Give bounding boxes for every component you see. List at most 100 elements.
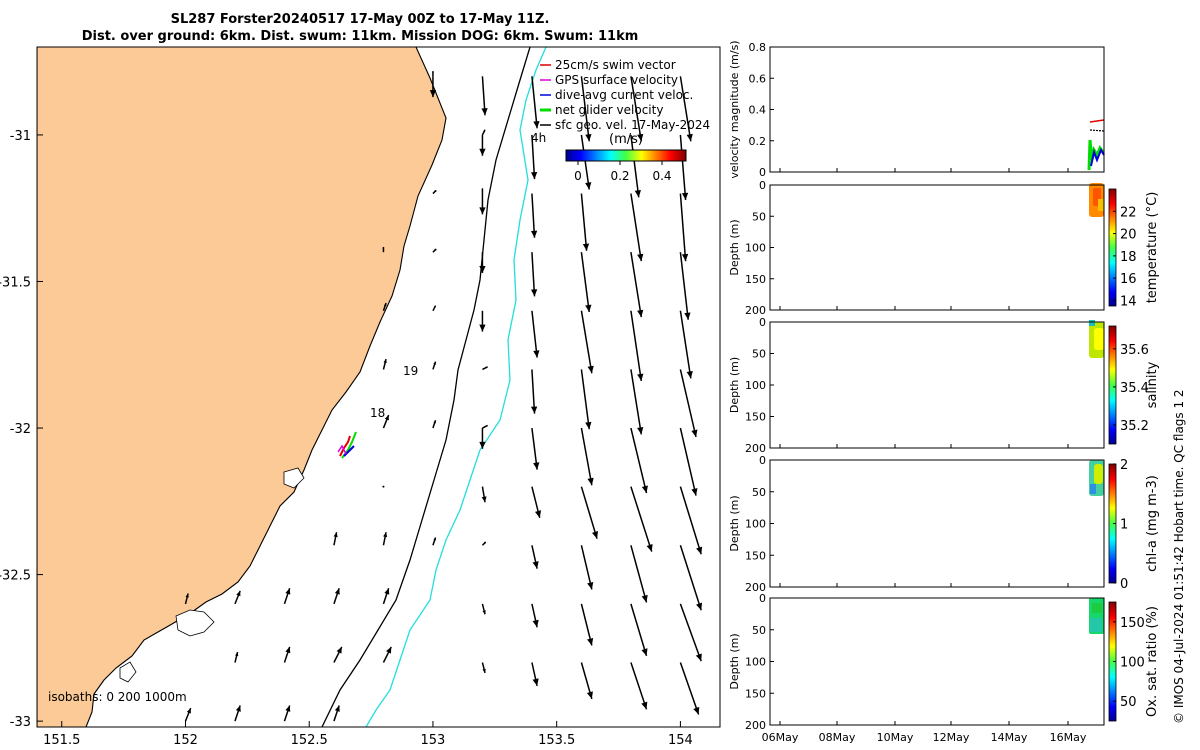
current-vector (679, 76, 693, 142)
current-vector (630, 603, 648, 657)
current-vector (580, 134, 592, 190)
current-vector (184, 707, 192, 722)
panel-x-tick-label: 06May (762, 731, 799, 744)
current-vector (234, 651, 239, 663)
colorbar-tick-label: 100 (1120, 656, 1145, 671)
current-vector (432, 361, 437, 370)
current-vector (580, 76, 592, 142)
isobath-200m (321, 47, 531, 727)
current-vector (580, 486, 599, 539)
panel-y-tick-label: 50 (752, 210, 766, 223)
map-x-tick-label: 153.5 (538, 733, 575, 748)
colorbar-tick-label: 2 (1120, 458, 1128, 473)
lake (283, 467, 305, 489)
panel-y-tick-label: 50 (752, 486, 766, 499)
current-vector (679, 545, 703, 611)
current-vector (333, 646, 343, 663)
current-vector (531, 310, 540, 358)
panel-y-label: Depth (m) (728, 633, 741, 689)
colorbar-tick-label: 35.2 (1120, 419, 1149, 434)
current-vector (630, 134, 641, 198)
panel-y-tick-label: 150 (745, 687, 766, 700)
legend-entry: net glider velocity (555, 103, 663, 117)
current-vector (679, 427, 698, 496)
current-vector (382, 485, 385, 488)
chla-data (1089, 460, 1104, 496)
current-vector (382, 302, 387, 312)
colorbar-tick-label: 35.4 (1120, 381, 1149, 396)
panel-x-tick-label: 14May (991, 731, 1028, 744)
current-vector (630, 369, 644, 435)
current-vector (481, 541, 487, 546)
glider-track (337, 431, 357, 459)
panel-y-label: Depth (m) (728, 219, 741, 275)
land-mass (37, 47, 447, 727)
current-vector (382, 532, 388, 546)
current-vector (679, 310, 693, 379)
legend-entry: 25cm/s swim vector (555, 58, 676, 72)
current-vector (630, 662, 648, 710)
panel-x-tick-label: 10May (877, 731, 914, 744)
map-axes: 151.5 152 152.5 153 153.5 154 -31 -31.5 -32 -32.… (0, 46, 721, 748)
colorbar (1108, 325, 1117, 445)
legend-entry: dive-avg current veloc. (555, 88, 693, 102)
panel-x-tick-label: 16May (1050, 731, 1087, 744)
panel-x-tick-label: 08May (819, 731, 856, 744)
panel-y-tick-label: 50 (752, 348, 766, 361)
colorbar-tick-label: 0 (1120, 577, 1128, 592)
isobath-1000m (365, 47, 547, 727)
colorbar-tick-label: 16 (1120, 272, 1137, 287)
current-vector (679, 134, 689, 200)
panel-y-tick-label: 0.2 (749, 135, 767, 148)
legend-entry: sfc geo. vel. 17-May-2024 (555, 118, 710, 132)
current-vector (382, 246, 385, 253)
current-vector (531, 662, 539, 687)
current-vector (479, 193, 486, 215)
panel-frame (769, 184, 1105, 311)
panel-frame (769, 459, 1105, 588)
map-y-tick-label: -31.5 (0, 275, 31, 290)
panel-y-tick-label: 100 (745, 656, 766, 669)
figure-title-line1: SL287 Forster20240517 17-May 00Z to 17-M… (170, 12, 550, 27)
current-vector (283, 646, 291, 663)
panel-y-tick-label: 0 (759, 166, 766, 179)
current-vector (530, 252, 538, 297)
panel-y-tick-label: 100 (745, 518, 766, 531)
current-vector (531, 76, 540, 129)
current-vector (630, 252, 644, 318)
time-series-panels: 0 0.2 0.4 0.6 0.8 velocity magnitude (m/s) 0 50… (728, 40, 1160, 744)
time-label: 19 (403, 364, 418, 378)
current-vector (679, 486, 703, 555)
salinity-data (1089, 320, 1104, 358)
current-vector (580, 310, 594, 374)
panel-y-tick-label: 150 (745, 411, 766, 424)
panel-y-tick-label: 200 (745, 442, 766, 455)
panel-y-tick-label: 200 (745, 304, 766, 317)
current-vector (679, 603, 702, 662)
panel-y-tick-label: 200 (745, 581, 766, 594)
temperature-data (1089, 183, 1104, 217)
current-vector (530, 369, 538, 414)
current-vector (333, 705, 340, 722)
current-vector (432, 537, 437, 546)
current-vector (580, 369, 592, 430)
current-vector (630, 427, 648, 494)
current-vector (679, 662, 700, 715)
current-vector (481, 603, 486, 615)
map-x-tick-label: 152 (173, 733, 198, 748)
panel-y-label: velocity magnitude (m/s) (728, 40, 741, 178)
colorbar-tick-label: 50 (1120, 695, 1137, 710)
current-vector (482, 366, 488, 371)
colorbar-label: chl-a (mg m-3) (1145, 475, 1160, 572)
panel-y-tick-label: 100 (745, 379, 766, 392)
colorbar (1108, 188, 1117, 307)
current-vector (479, 310, 486, 332)
current-vector (482, 424, 488, 429)
current-vector (283, 588, 291, 605)
current-vector (580, 662, 593, 700)
current-vector (580, 252, 592, 313)
current-vector (432, 248, 437, 253)
panel-y-tick-label: 200 (745, 719, 766, 732)
colorbar-tick: 0.2 (610, 169, 629, 183)
